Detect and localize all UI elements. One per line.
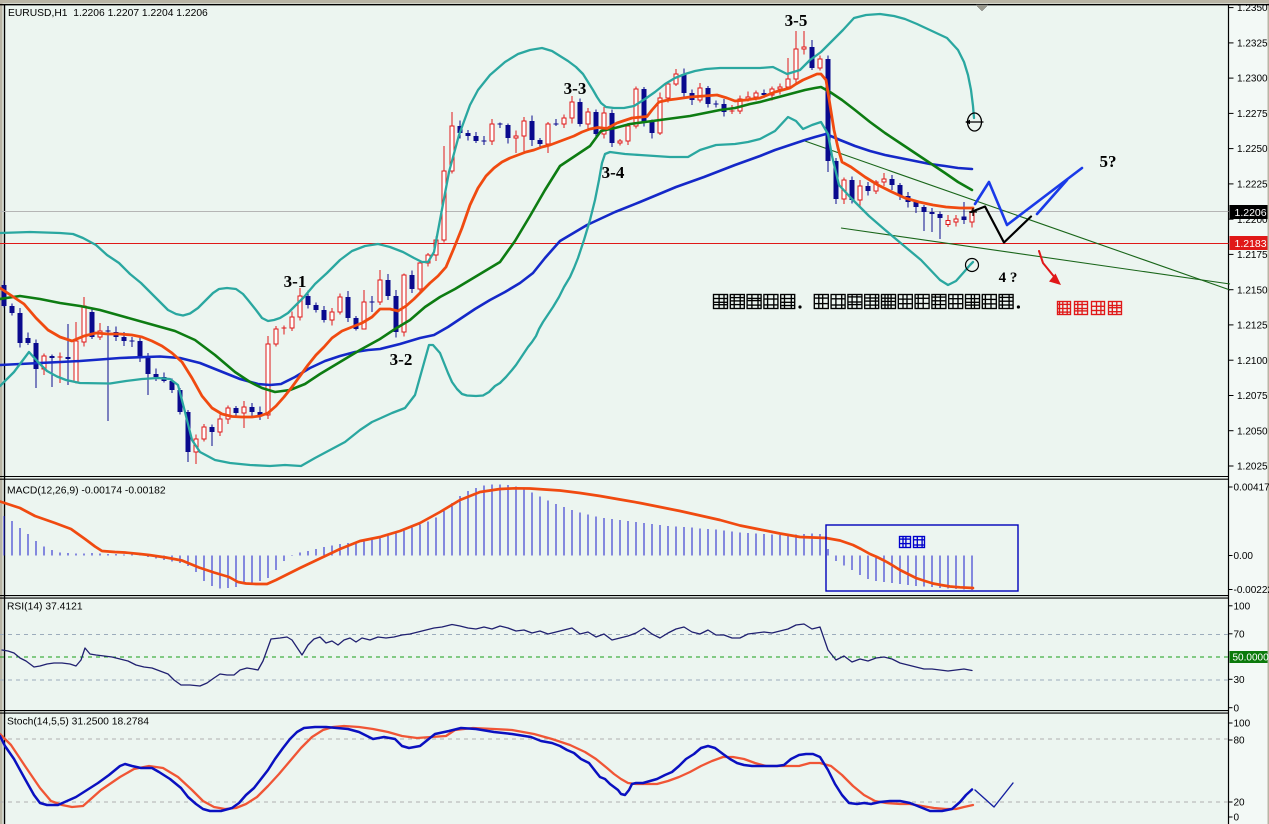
svg-text:MACD(12,26,9) -0.00174 -0.0018: MACD(12,26,9) -0.00174 -0.00182 <box>7 486 166 497</box>
svg-text:1.2025: 1.2025 <box>1237 462 1268 473</box>
svg-text:EURUSD,H1 1.2206 1.2207 1.220: EURUSD,H1 1.2206 1.2207 1.2204 1.2206 <box>8 8 208 19</box>
svg-text:50.0000: 50.0000 <box>1233 653 1269 664</box>
svg-text:1.2100: 1.2100 <box>1237 356 1268 367</box>
svg-text:1.2250: 1.2250 <box>1237 144 1268 155</box>
svg-text:100: 100 <box>1234 601 1251 612</box>
svg-text:1.2050: 1.2050 <box>1237 426 1268 437</box>
svg-text:3-3: 3-3 <box>564 79 587 98</box>
svg-text:20: 20 <box>1234 798 1246 809</box>
svg-text:3-4: 3-4 <box>602 163 625 182</box>
svg-text:1.2225: 1.2225 <box>1237 180 1268 191</box>
svg-text:0: 0 <box>1234 703 1240 714</box>
svg-text:80: 80 <box>1234 736 1246 747</box>
svg-text:1.2275: 1.2275 <box>1237 109 1268 120</box>
svg-text:1.2200: 1.2200 <box>1237 215 1268 226</box>
svg-text:0.00: 0.00 <box>1234 551 1254 562</box>
svg-text:1.2206: 1.2206 <box>1235 207 1267 219</box>
svg-text:1.2150: 1.2150 <box>1237 285 1268 296</box>
svg-text:1.2325: 1.2325 <box>1237 39 1268 50</box>
svg-text:1.2300: 1.2300 <box>1237 74 1268 85</box>
svg-text:1.2125: 1.2125 <box>1237 321 1268 332</box>
svg-text:4 ?: 4 ? <box>999 270 1018 286</box>
svg-text:3-5: 3-5 <box>785 11 808 30</box>
svg-text:70: 70 <box>1234 629 1246 640</box>
svg-text:1.2075: 1.2075 <box>1237 391 1268 402</box>
svg-text:100: 100 <box>1234 719 1251 730</box>
svg-text:-0.00222: -0.00222 <box>1234 585 1269 596</box>
svg-text:1.2183: 1.2183 <box>1235 238 1267 250</box>
svg-text:Stoch(14,5,5) 31.2500 18.2784: Stoch(14,5,5) 31.2500 18.2784 <box>7 717 149 728</box>
svg-text:1.2175: 1.2175 <box>1237 250 1268 261</box>
svg-text:3-2: 3-2 <box>390 350 413 369</box>
svg-text:0: 0 <box>1234 813 1240 824</box>
svg-text:5?: 5? <box>1100 152 1117 171</box>
svg-text:1.2350: 1.2350 <box>1237 3 1268 14</box>
svg-text:30: 30 <box>1234 675 1246 686</box>
svg-text:0.00417: 0.00417 <box>1234 483 1269 494</box>
svg-text:RSI(14) 37.4121: RSI(14) 37.4121 <box>7 602 83 613</box>
svg-text:3-1: 3-1 <box>284 272 307 291</box>
